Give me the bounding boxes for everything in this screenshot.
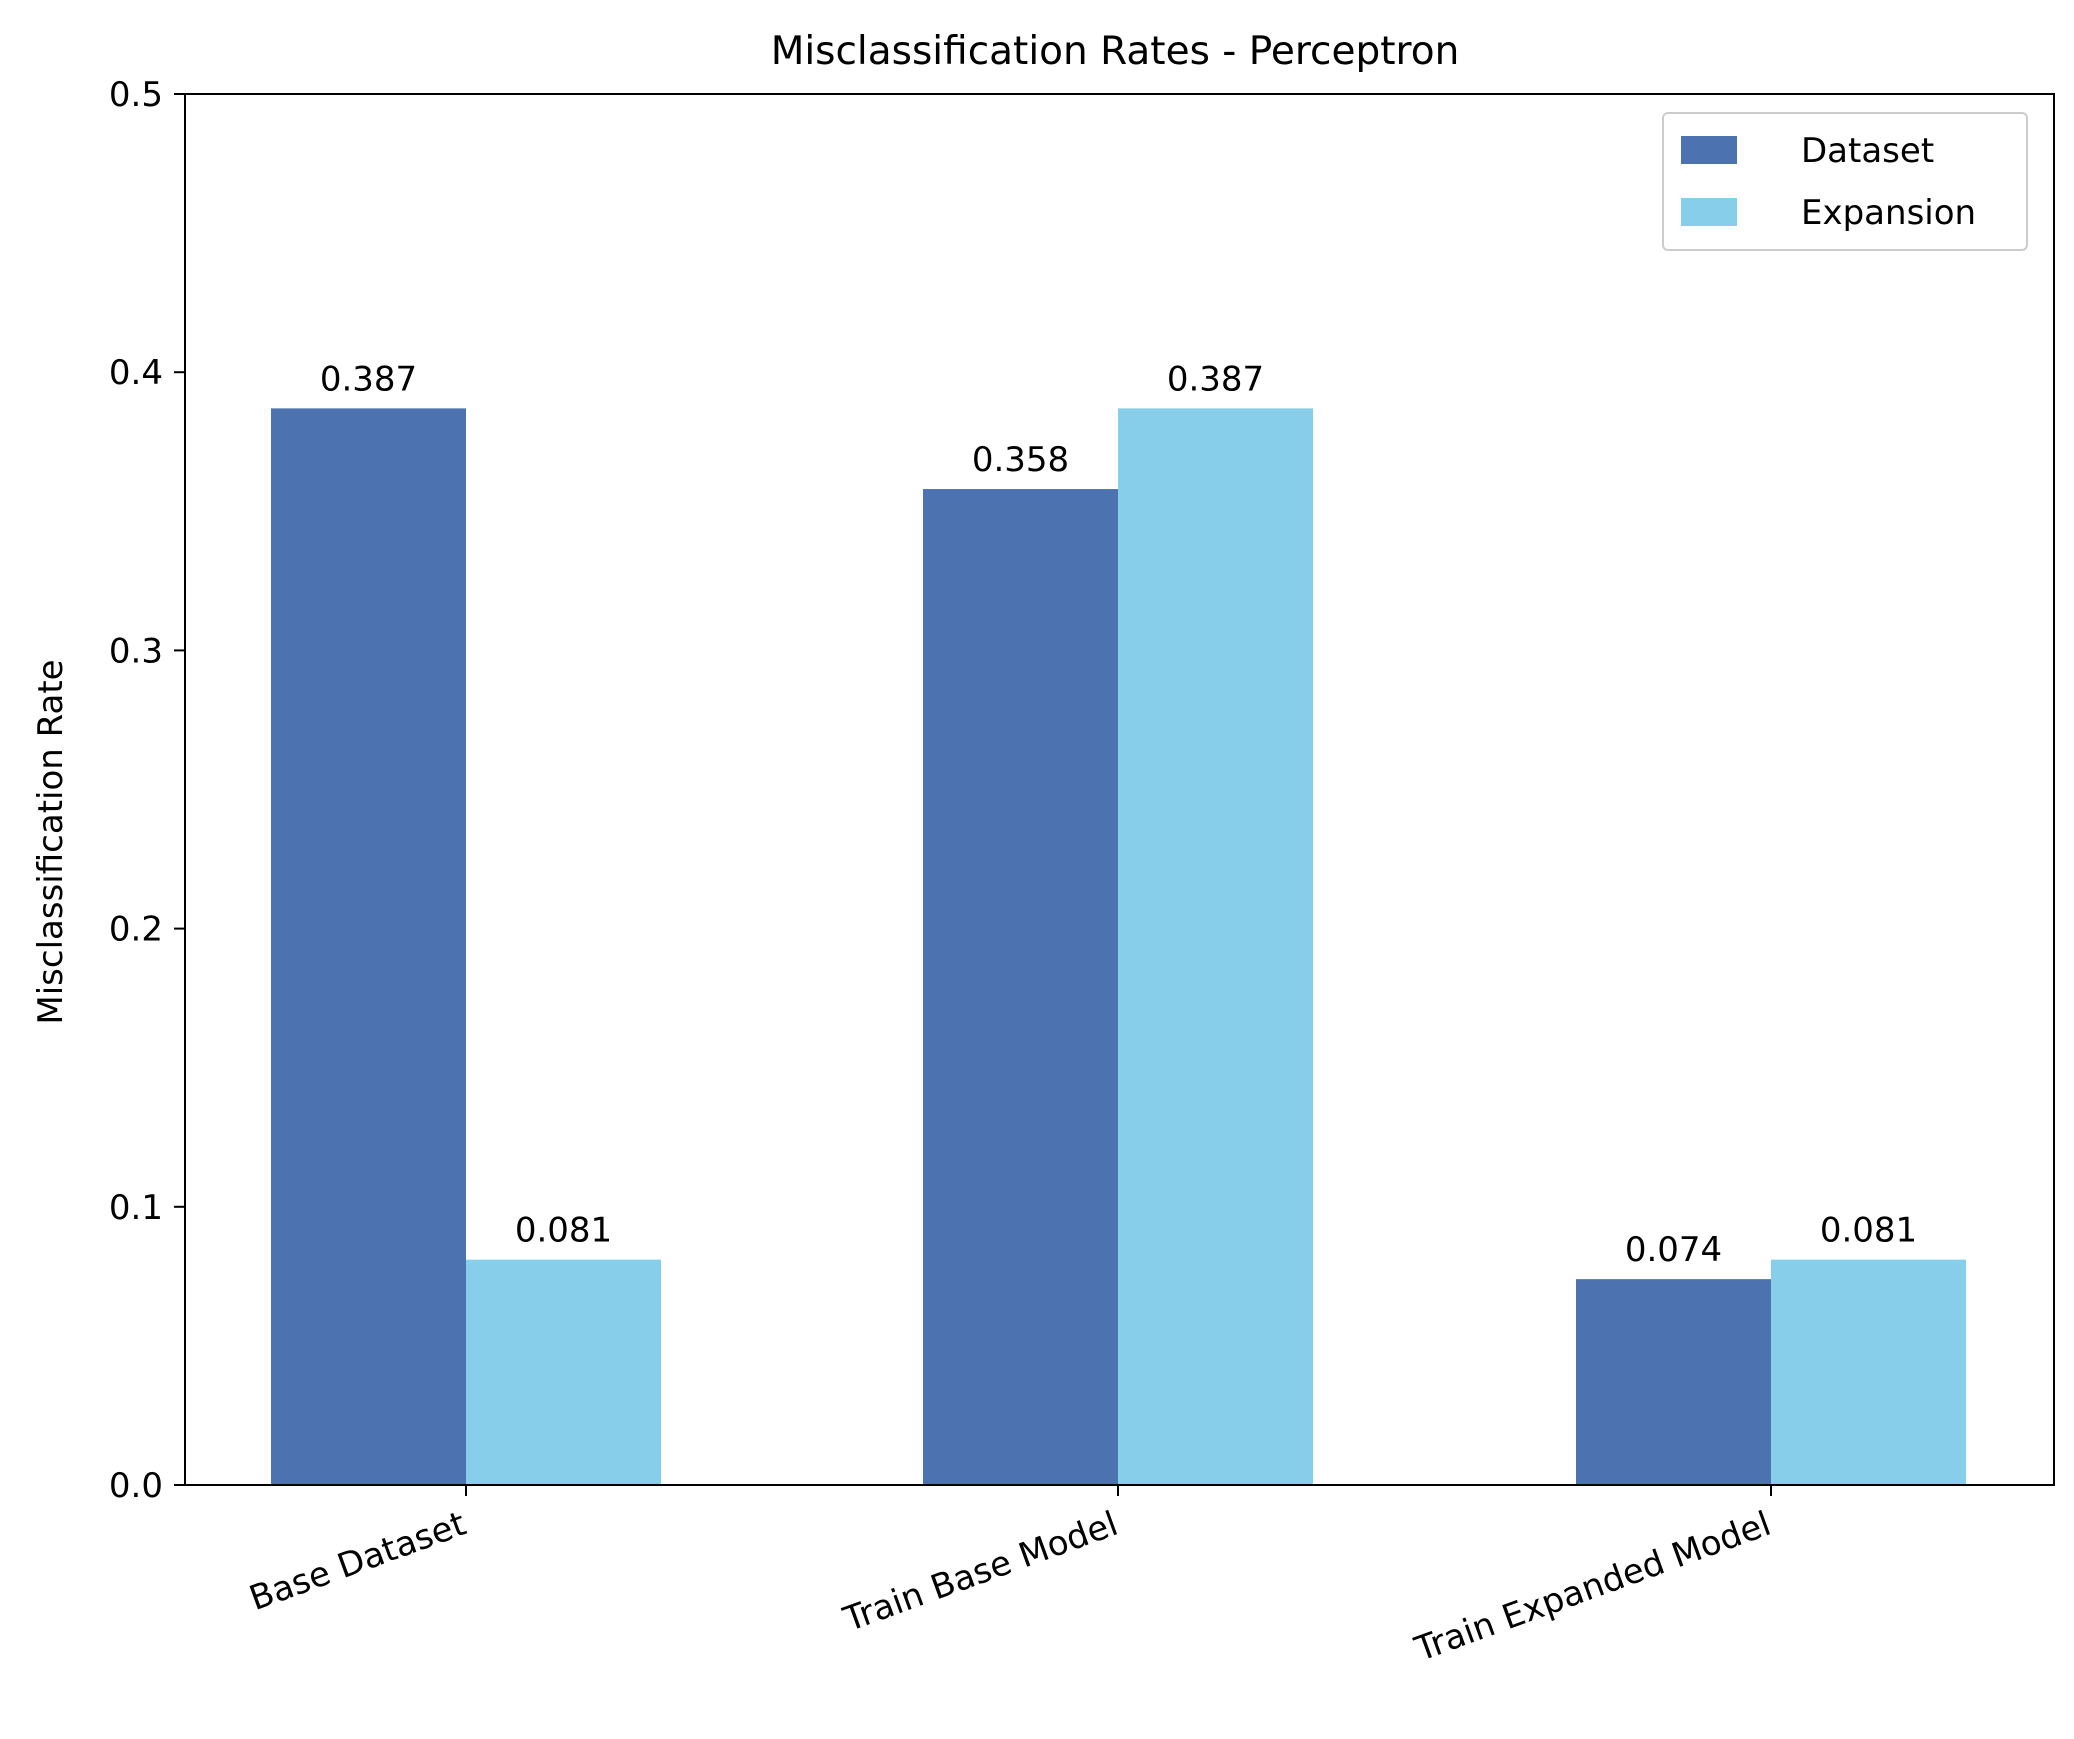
legend-label-expansion: Expansion: [1801, 193, 1976, 233]
y-axis-ticks: 0.0 0.1 0.2 0.3 0.4 0.5: [109, 75, 185, 1506]
bar-expansion-base-dataset: [466, 1259, 661, 1485]
legend-box: [1662, 112, 2028, 251]
value-label-expansion-base-dataset: 0.081: [515, 1211, 612, 1251]
value-label-expansion-train-expanded-model: 0.081: [1820, 1211, 1917, 1251]
legend-swatch-expansion: [1681, 198, 1737, 226]
y-tick-label: 0.4: [109, 353, 163, 393]
y-tick-label: 0.1: [109, 1188, 163, 1228]
bar-expansion-train-base-model: [1118, 408, 1313, 1486]
value-label-expansion-train-base-model: 0.387: [1167, 359, 1264, 399]
bar-dataset-train-expanded-model: [1576, 1279, 1771, 1485]
value-labels-layer: 0.387 0.081 0.358 0.387 0.074 0.081: [320, 359, 1917, 1270]
legend-swatch-dataset: [1681, 136, 1737, 164]
bar-dataset-train-base-model: [923, 489, 1118, 1485]
bars-layer: [271, 408, 1966, 1486]
value-label-dataset-train-base-model: 0.358: [972, 440, 1069, 480]
legend: Dataset Expansion: [1662, 112, 2028, 251]
y-tick-label: 0.0: [109, 1466, 163, 1506]
bar-dataset-base-dataset: [271, 408, 466, 1486]
value-label-dataset-train-expanded-model: 0.074: [1625, 1230, 1722, 1270]
value-label-dataset-base-dataset: 0.387: [320, 359, 417, 399]
legend-label-dataset: Dataset: [1801, 131, 1934, 171]
y-tick-label: 0.3: [109, 631, 163, 671]
y-tick-label: 0.2: [109, 910, 163, 950]
y-tick-label: 0.5: [109, 75, 163, 115]
bar-expansion-train-expanded-model: [1771, 1259, 1966, 1485]
y-axis-label: Misclassification Rate: [31, 659, 71, 1024]
chart-title: Misclassification Rates - Perceptron: [771, 29, 1460, 74]
plot-frame: [184, 93, 2055, 1486]
